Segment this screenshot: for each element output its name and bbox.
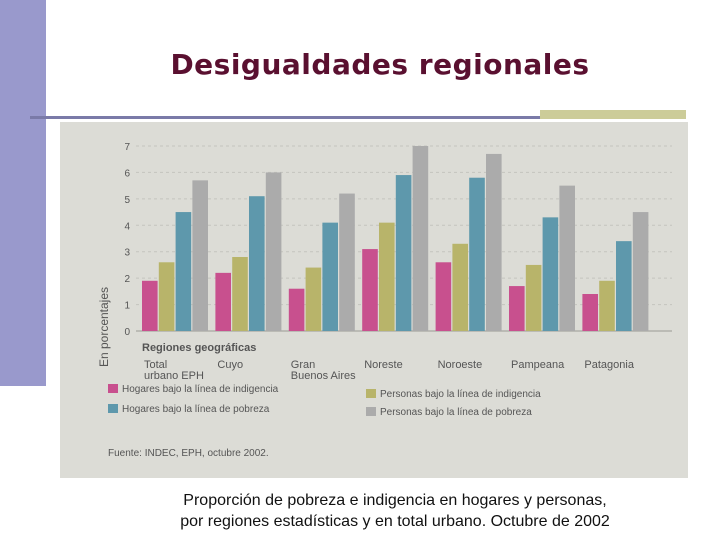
x-category-label-0-0: Total <box>144 359 167 371</box>
bar-3-1 <box>379 222 395 331</box>
bar-1-1 <box>232 257 248 331</box>
legend-label-3: Personas bajo la línea de pobreza <box>380 407 532 418</box>
x-category-label-5-0: Pampeana <box>511 359 565 371</box>
bar-5-0 <box>509 286 525 331</box>
bar-6-0 <box>582 294 598 331</box>
x-category-label-6-0: Patagonia <box>584 359 634 371</box>
bar-4-3 <box>486 153 502 331</box>
bar-5-1 <box>525 264 542 331</box>
y-axis-ticks: 0 1 2 3 4 5 6 7 <box>124 142 130 338</box>
bar-6-1 <box>599 280 615 331</box>
bar-4-0 <box>435 262 452 331</box>
bar-1-0 <box>215 272 231 331</box>
caption-line-1: Proporción de pobreza e indigencia en ho… <box>183 492 607 509</box>
y-tick-label-0: 0 <box>124 327 130 338</box>
bar-5-2 <box>542 217 559 331</box>
y-tick-label-4: 4 <box>124 221 130 232</box>
bar-chart: 0 1 2 3 4 5 6 7 En porcentajes Regiones geográf… <box>60 122 688 478</box>
bar-6-2 <box>616 241 632 331</box>
bar-2-3 <box>339 193 355 331</box>
decorative-left-bar <box>0 0 46 386</box>
caption-line-2: por regiones estadísticas y en total urb… <box>180 513 610 530</box>
legend-label-0: Hogares bajo la línea de indigencia <box>122 384 279 395</box>
y-tick-label-6: 6 <box>124 168 130 179</box>
bar-4-1 <box>452 243 468 331</box>
y-axis-label: En porcentajes <box>97 287 111 367</box>
legend-swatch-1 <box>108 404 118 413</box>
legend-swatch-3 <box>366 407 376 416</box>
bar-0-1 <box>158 262 175 331</box>
bar-2-0 <box>288 288 305 331</box>
legend-swatch-2 <box>366 389 376 398</box>
bar-2-2 <box>322 222 338 331</box>
x-category-label-2-0: Gran <box>291 359 315 371</box>
bar-1-2 <box>249 196 265 331</box>
bar-6-3 <box>632 212 649 331</box>
bar-3-3 <box>412 146 429 331</box>
bar-2-1 <box>305 267 322 331</box>
decorative-accent-block <box>540 110 686 119</box>
y-tick-label-2: 2 <box>124 274 130 285</box>
chart-bars <box>142 146 649 331</box>
bar-0-3 <box>192 180 208 331</box>
bar-0-2 <box>175 212 192 331</box>
legend-label-2: Personas bajo la línea de indigencia <box>380 389 541 400</box>
bar-4-2 <box>469 177 485 331</box>
legend-label-1: Hogares bajo la línea de pobreza <box>122 404 270 415</box>
bar-1-3 <box>265 172 282 331</box>
chart-legend: Hogares bajo la línea de indigencia Hogar… <box>108 384 541 418</box>
legend-swatch-0 <box>108 384 118 393</box>
bar-5-3 <box>559 185 575 331</box>
x-axis-title: Regiones geográficas <box>142 342 256 354</box>
x-category-label-4-0: Noroeste <box>438 359 483 371</box>
chart-photo: 0 1 2 3 4 5 6 7 En porcentajes Regiones geográf… <box>60 122 688 478</box>
title-divider <box>30 116 686 119</box>
slide-title: Desigualdades regionales <box>170 48 590 81</box>
x-category-label-3-0: Noreste <box>364 359 403 371</box>
bar-3-2 <box>395 175 412 331</box>
bar-0-0 <box>142 280 158 331</box>
x-category-label-0-1: urbano EPH <box>144 370 204 382</box>
y-tick-label-3: 3 <box>124 248 130 259</box>
y-tick-label-5: 5 <box>124 195 130 206</box>
y-tick-label-7: 7 <box>124 142 130 153</box>
slide-caption: Proporción de pobreza e indigencia en ho… <box>0 490 720 532</box>
chart-source-note: Fuente: INDEC, EPH, octubre 2002. <box>108 448 269 459</box>
y-tick-label-1: 1 <box>124 301 130 312</box>
x-category-label-2-1: Buenos Aires <box>291 370 356 382</box>
bar-3-0 <box>362 249 378 331</box>
x-category-label-1-0: Cuyo <box>217 359 243 371</box>
